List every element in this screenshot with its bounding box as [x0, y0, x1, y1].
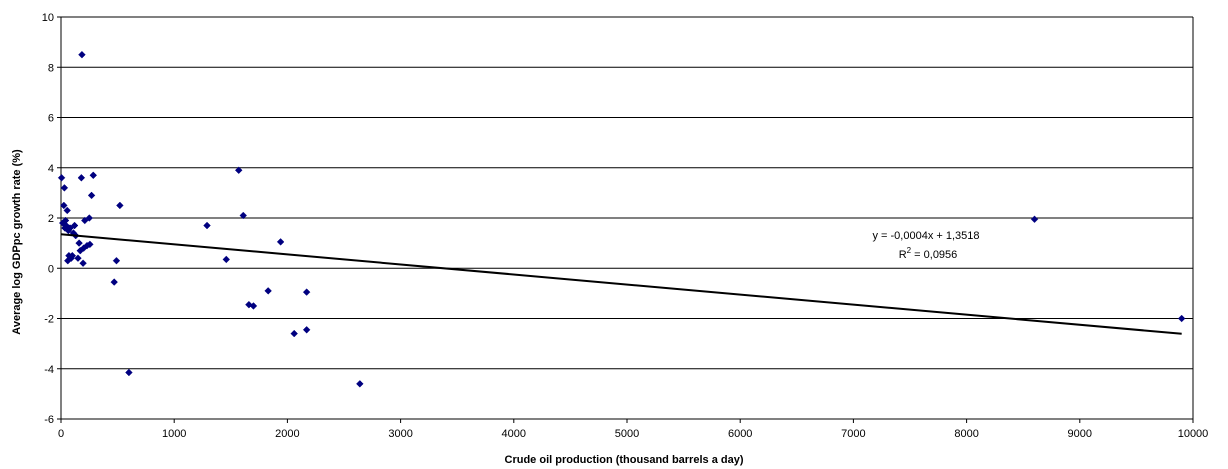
r-squared-value: = 0,0956	[911, 249, 957, 261]
data-point	[276, 238, 285, 246]
data-point	[62, 221, 70, 230]
x-tick-label: 10000	[1178, 428, 1209, 440]
r-squared-superscript: 2	[907, 246, 912, 255]
x-tick-label: 7000	[841, 428, 865, 440]
x-tick-label: 6000	[728, 428, 752, 440]
y-tick-label: 8	[48, 62, 54, 74]
x-tick-label: 9000	[1068, 428, 1092, 440]
y-tick-label: 4	[48, 163, 54, 175]
data-point	[112, 256, 121, 265]
trendline-layer	[60, 233, 1182, 335]
y-tick-label: 0	[48, 263, 54, 275]
y-tick-label: -2	[44, 314, 54, 326]
trendline-r-squared: R2 = 0,0956	[899, 246, 958, 261]
y-tick-label: 6	[48, 113, 54, 125]
y-tick-label: -6	[44, 414, 54, 426]
data-point	[77, 174, 86, 182]
data-point	[290, 329, 298, 338]
data-point	[68, 251, 77, 260]
x-tick-label: 1000	[162, 428, 186, 440]
x-tick-label: 4000	[502, 428, 526, 440]
data-point	[86, 240, 94, 249]
x-tick-label: 3000	[388, 428, 412, 440]
data-point	[249, 302, 258, 310]
data-point	[116, 201, 124, 210]
data-point	[356, 380, 364, 388]
data-point	[87, 191, 96, 200]
data-point	[57, 174, 66, 182]
data-points	[57, 50, 1186, 388]
data-point	[79, 259, 87, 267]
y-axis-title: Average log GDPpc growth rate (%)	[11, 149, 23, 335]
data-point	[203, 221, 211, 230]
grid-lines	[61, 16, 1193, 420]
x-axis-ticks: 0 1000 2000 3000 4000 5000 6000 7000 8000 9000 100…	[58, 419, 1208, 440]
x-tick-label: 5000	[615, 428, 639, 440]
data-point	[1177, 314, 1186, 323]
data-point	[70, 221, 79, 230]
r-squared-symbol: R	[899, 249, 907, 261]
x-tick-label: 0	[58, 428, 64, 440]
data-point	[222, 255, 231, 264]
trendline	[60, 233, 1182, 335]
data-point	[63, 206, 71, 215]
data-point	[85, 214, 94, 222]
data-point	[1030, 215, 1039, 224]
data-point	[60, 201, 68, 210]
x-axis-title: Crude oil production (thousand barrels a…	[505, 454, 744, 466]
data-point	[264, 287, 272, 295]
data-point	[302, 326, 311, 334]
x-tick-label: 2000	[275, 428, 299, 440]
data-point	[239, 211, 248, 220]
y-tick-label: 2	[48, 213, 54, 225]
data-point	[110, 278, 118, 286]
data-point	[75, 239, 83, 247]
data-point	[60, 184, 69, 192]
trendline-equation: y = -0,0004x + 1,3518	[872, 230, 979, 242]
y-tick-label: 10	[42, 12, 54, 24]
data-point	[125, 368, 133, 377]
data-point	[234, 166, 243, 175]
y-tick-label: -4	[44, 364, 54, 376]
x-tick-label: 8000	[954, 428, 978, 440]
data-point	[89, 171, 98, 180]
data-point	[78, 50, 86, 59]
data-point	[74, 254, 82, 262]
y-axis-ticks: -6 -4 -2 0 2 4 6 8 10	[42, 12, 61, 426]
data-point	[302, 288, 311, 296]
